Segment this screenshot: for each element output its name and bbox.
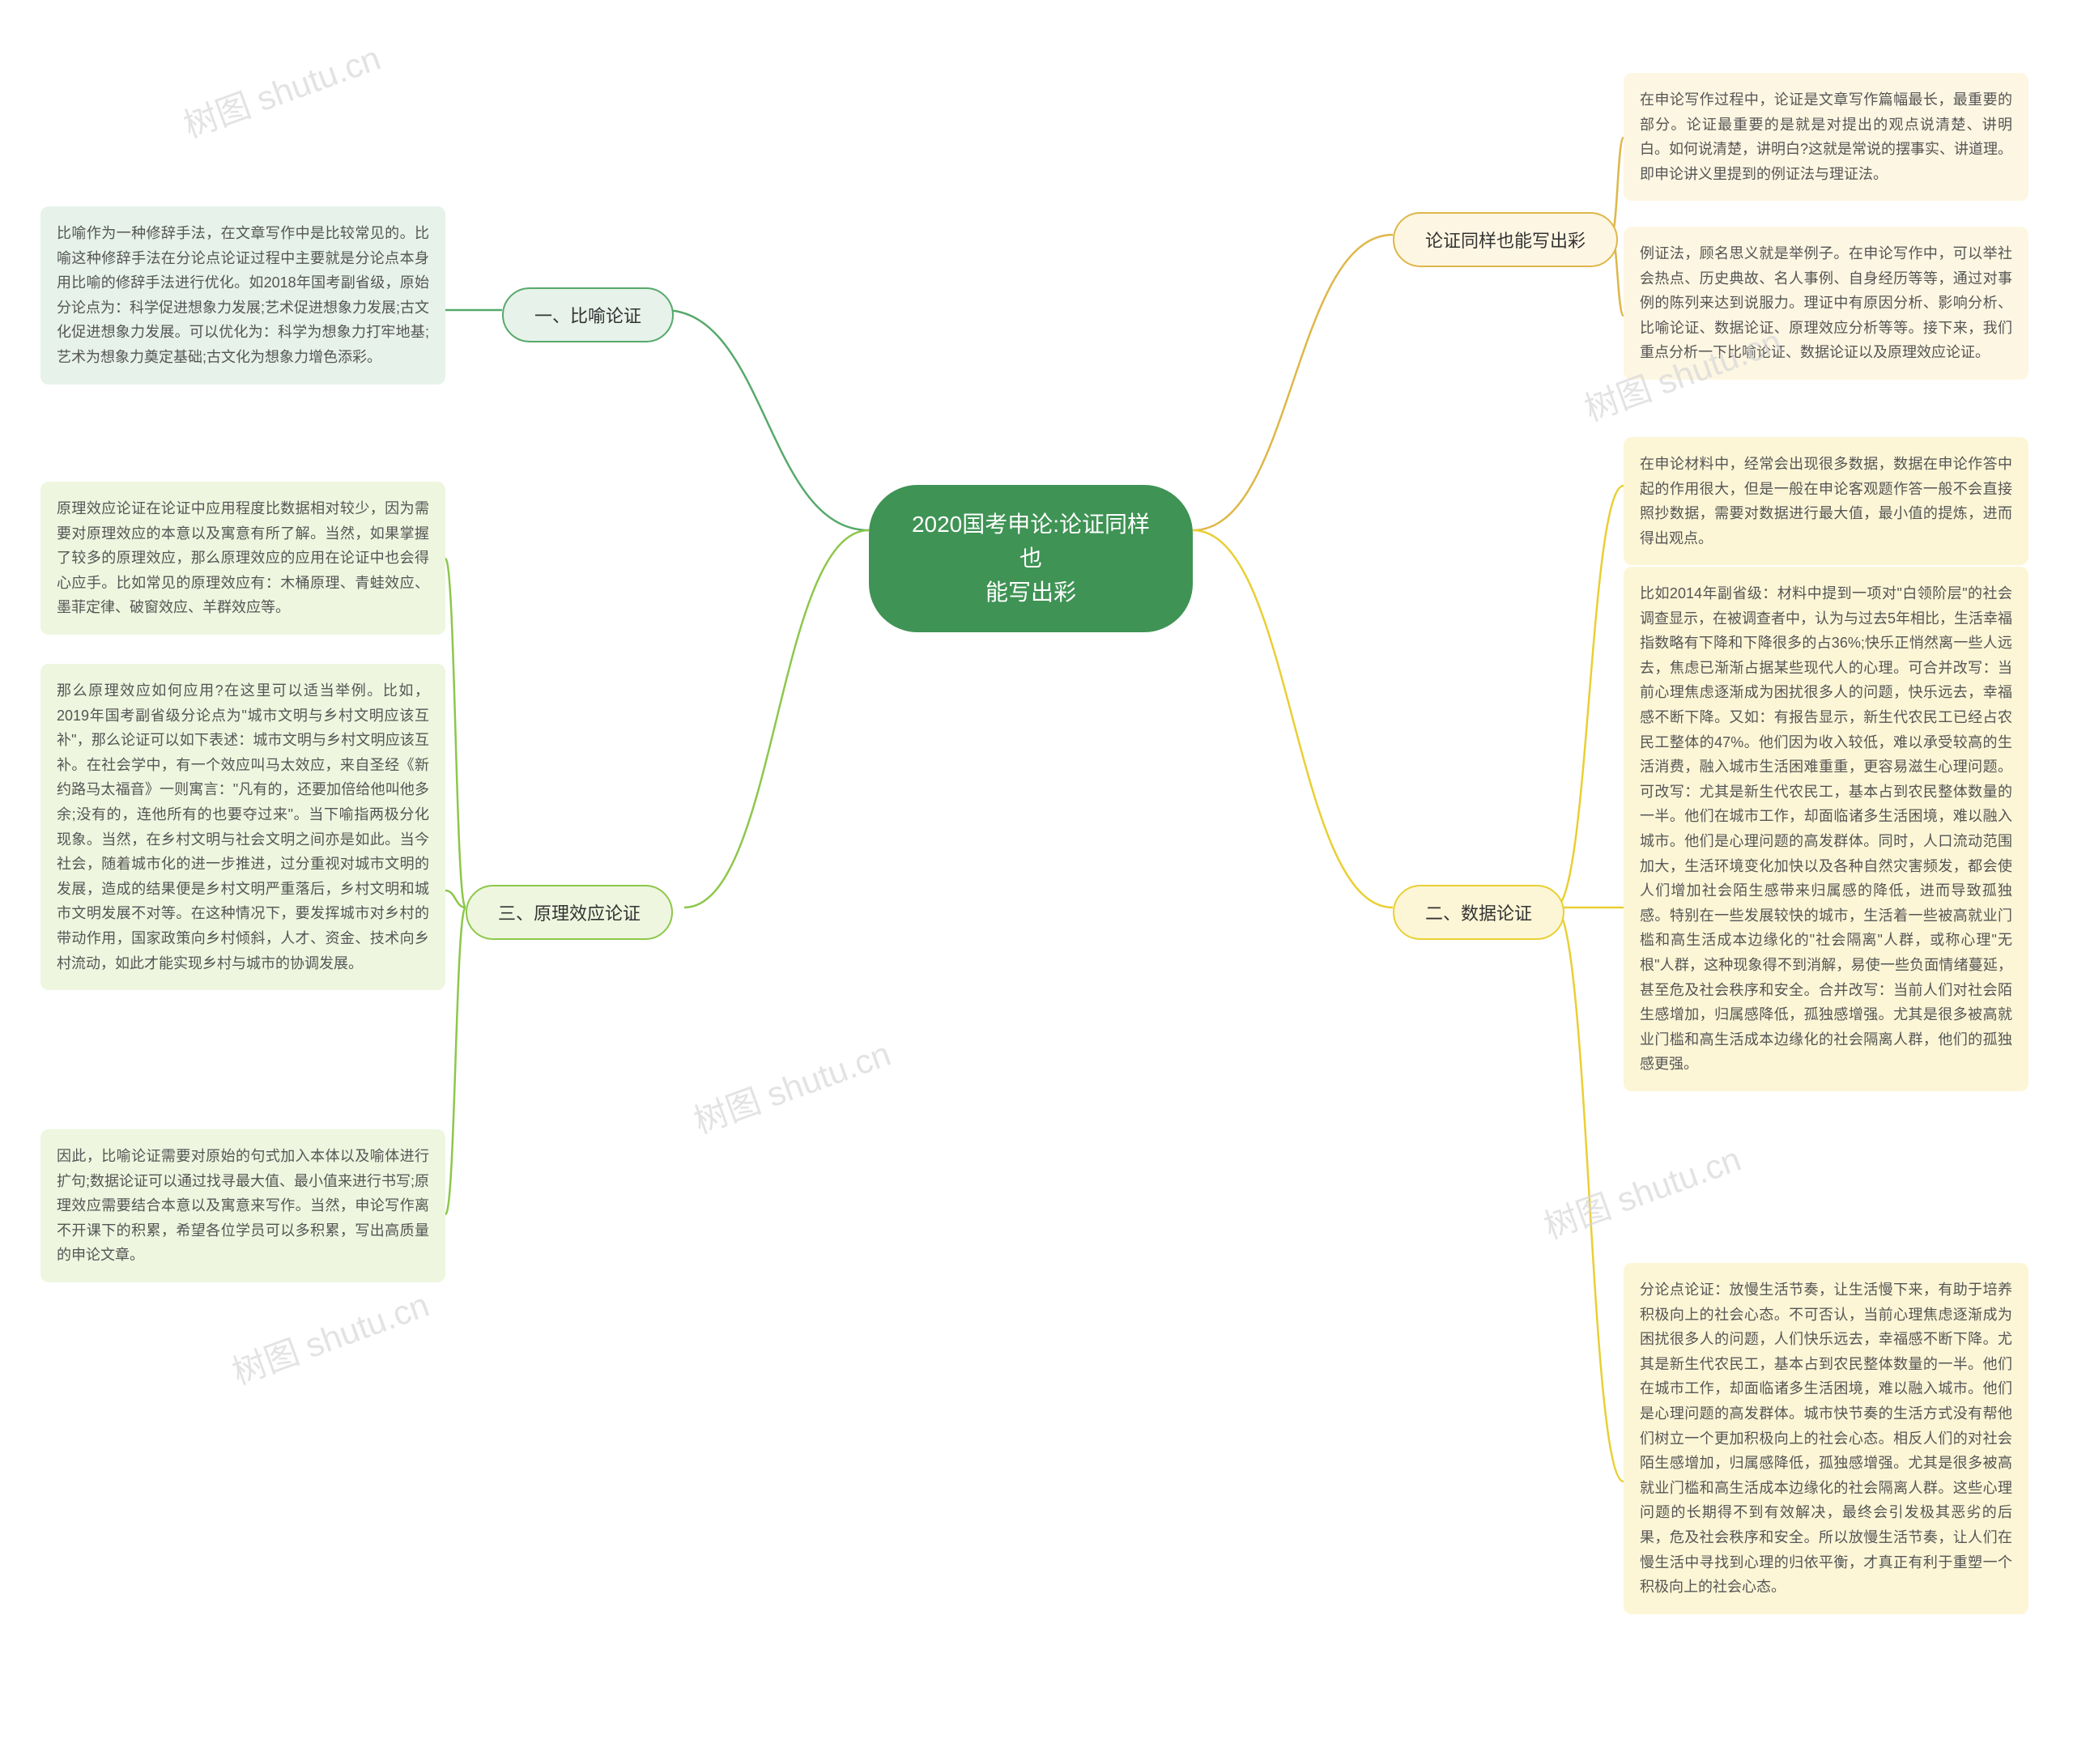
center-node[interactable]: 2020国考申论:论证同样也 能写出彩 [869,485,1193,632]
center-line1: 2020国考申论:论证同样也 [912,512,1150,571]
branch-0[interactable]: 论证同样也能写出彩 [1393,212,1618,267]
leaf-b3l2: 因此，比喻论证需要对原始的句式加入本体以及喻体进行扩句;数据论证可以通过找寻最大… [40,1129,445,1282]
branch-2[interactable]: 二、数据论证 [1393,885,1564,940]
leaf-b2l0: 在申论材料中，经常会出现很多数据，数据在申论作答中起的作用很大，但是一般在申论客… [1624,437,2028,565]
branch-1[interactable]: 一、比喻论证 [502,287,674,342]
leaf-b2l2: 分论点论证：放慢生活节奏，让生活慢下来，有助于培养积极向上的社会心态。不可否认，… [1624,1263,2028,1614]
branch-3[interactable]: 三、原理效应论证 [466,885,673,940]
leaf-b0l0: 在申论写作过程中，论证是文章写作篇幅最长，最重要的部分。论证最重要的是就是对提出… [1624,73,2028,201]
center-line2: 能写出彩 [985,580,1076,605]
leaf-b3l0: 原理效应论证在论证中应用程度比数据相对较少，因为需要对原理效应的本意以及寓意有所… [40,482,445,635]
leaf-b2l1: 比如2014年副省级：材料中提到一项对"白领阶层"的社会调查显示，在被调查者中，… [1624,567,2028,1091]
leaf-b1l0: 比喻作为一种修辞手法，在文章写作中是比较常见的。比喻这种修辞手法在分论点论证过程… [40,206,445,385]
leaf-b3l1: 那么原理效应如何应用?在这里可以适当举例。比如，2019年国考副省级分论点为"城… [40,664,445,990]
leaf-b0l1: 例证法，顾名思义就是举例子。在申论写作中，可以举社会热点、历史典故、名人事例、自… [1624,227,2028,380]
